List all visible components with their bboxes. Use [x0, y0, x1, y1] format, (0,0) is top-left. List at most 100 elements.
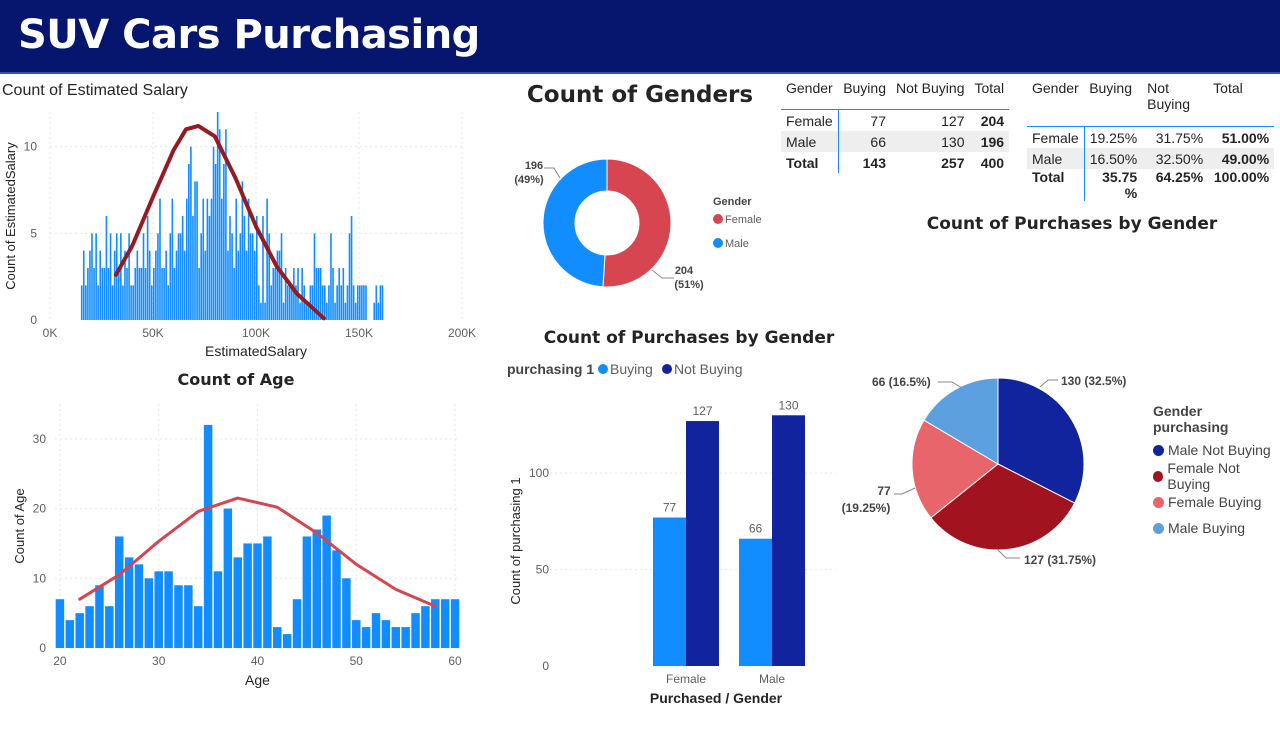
histogram-bar	[299, 302, 301, 320]
y-tick-label: 20	[33, 502, 47, 516]
histogram-bar	[223, 508, 233, 648]
histogram-bar	[85, 606, 94, 648]
histogram-bar	[144, 578, 154, 648]
histogram-bar	[192, 216, 194, 320]
x-tick-label: 60	[448, 654, 462, 668]
histogram-bar	[154, 571, 163, 648]
histogram-bar	[249, 233, 252, 320]
legend-marker	[713, 214, 723, 224]
legend-label: Male Not Buying	[1168, 442, 1271, 458]
histogram-bar	[148, 250, 151, 320]
pie-slice	[911, 419, 999, 519]
histogram-bar	[198, 268, 200, 320]
legend-label: Female Buying	[1168, 494, 1262, 510]
histogram-bar	[262, 216, 264, 320]
histogram-bar	[313, 233, 316, 320]
count-col-header[interactable]: Total	[974, 80, 1005, 96]
x-tick-label: 200K	[448, 326, 476, 340]
histogram-bar	[321, 285, 324, 320]
histogram-bar	[421, 606, 430, 648]
salary-histogram[interactable]: 0K 50K 100K 150K 200K 0 5 10 EstimatedSalary Coun…	[0, 100, 500, 362]
count-col-header[interactable]: Gender	[786, 80, 833, 96]
histogram-bar	[111, 285, 114, 320]
table-row[interactable]: Female 19.25% 31.75% 51.00%	[1027, 126, 1274, 148]
bar-not-buying	[686, 421, 719, 666]
pct-col-header[interactable]: Not Buying	[1147, 80, 1190, 112]
count-col-header[interactable]: Buying	[843, 80, 886, 96]
histogram-bar	[276, 250, 279, 320]
table-row[interactable]: Male 16.50% 32.50% 49.00%	[1027, 148, 1275, 169]
count-total-cell: 257	[941, 154, 965, 171]
data-label: 77	[663, 501, 677, 515]
histogram-bar	[361, 285, 363, 320]
data-label: 77	[877, 484, 891, 498]
histogram-bar	[136, 250, 139, 320]
legend-item[interactable]: Male Not Buying	[1153, 437, 1280, 463]
histogram-bar	[284, 268, 287, 320]
legend-item[interactable]: Male Buying	[1153, 515, 1280, 541]
histogram-bar	[203, 424, 213, 648]
histogram-bar	[212, 146, 215, 320]
age-histogram[interactable]: 20 30 40 50 60 0 10 20 30 Age Count of Age	[0, 392, 480, 692]
legend-label: Buying	[610, 361, 653, 377]
bar-buying	[653, 517, 686, 666]
histogram-bar	[346, 285, 349, 320]
table-row[interactable]: Male 66 130 196	[781, 131, 1010, 152]
histogram-bar	[85, 285, 87, 320]
histogram-bar	[334, 302, 336, 320]
donut-slice-female	[602, 158, 672, 288]
histogram-bar	[128, 233, 130, 320]
histogram-bar	[216, 112, 219, 320]
count-total-cell: 400	[980, 154, 1005, 171]
histogram-bar	[214, 164, 217, 320]
salary-chart-title: Count of Estimated Salary	[2, 82, 188, 99]
pct-col-header[interactable]: Buying	[1089, 80, 1132, 96]
pct-cell: 19.25%	[1089, 129, 1138, 146]
histogram-bar	[251, 233, 254, 320]
histogram-bar	[319, 268, 322, 320]
gender-donut-chart[interactable]: 204 (51%) 196 (49%) Gender Female Male	[500, 140, 780, 310]
pct-total-cell: 35.75 %	[1102, 169, 1138, 201]
histogram-bar	[157, 233, 159, 320]
histogram-bar	[204, 250, 207, 320]
count-cell: 77	[870, 112, 886, 129]
histogram-bar	[253, 543, 262, 648]
histogram-bar	[114, 536, 124, 648]
histogram-bar	[188, 164, 190, 320]
histogram-bar	[93, 268, 95, 320]
histogram-bar	[153, 268, 155, 320]
pct-col-header[interactable]: Total	[1213, 80, 1243, 96]
histogram-bar	[196, 181, 198, 320]
histogram-bar	[315, 268, 318, 320]
histogram-bar	[177, 233, 180, 320]
pct-col-header[interactable]: Gender	[1032, 80, 1079, 96]
histogram-bar	[311, 285, 314, 320]
count-total-label: Total	[781, 152, 839, 173]
legend-item[interactable]: Female Not Buying	[1153, 460, 1280, 492]
legend-marker	[1153, 470, 1164, 482]
count-col-header[interactable]: Not Buying	[896, 80, 965, 96]
data-label: 130	[778, 398, 798, 412]
dashboard-title: SUV Cars Purchasing	[18, 12, 480, 58]
pie-slice	[930, 463, 1076, 551]
histogram-bar	[273, 627, 282, 648]
histogram-bar	[307, 302, 310, 320]
legend-item[interactable]: Female Buying	[1153, 489, 1280, 515]
pct-cell: 16.50%	[1089, 150, 1138, 167]
x-tick-label: 20	[53, 654, 67, 668]
histogram-bar	[185, 198, 188, 320]
table-row[interactable]: Female 77 127 204	[781, 109, 1009, 131]
count-cell: 204	[980, 112, 1005, 129]
histogram-bar	[239, 233, 242, 320]
histogram-bar	[120, 233, 122, 320]
purchase-pie-chart[interactable]: 130 (32.5%) 127 (31.75%) 77 (19.25%) 66 (16.…	[830, 360, 1140, 580]
histogram-bar	[354, 302, 357, 320]
y-tick-label: 50	[536, 563, 550, 577]
purchase-pie-legend: Gender purchasing Male Not Buying Female …	[1153, 403, 1280, 541]
purchase-bar-chart[interactable]: purchasing 1 Buying Not Buying 0 50 100 77 127 F…	[500, 356, 860, 712]
label-leader	[651, 269, 674, 279]
x-tick-label: 50	[350, 654, 364, 668]
histogram-bar	[181, 216, 184, 320]
histogram-bar	[103, 268, 106, 320]
histogram-bar	[124, 250, 126, 320]
